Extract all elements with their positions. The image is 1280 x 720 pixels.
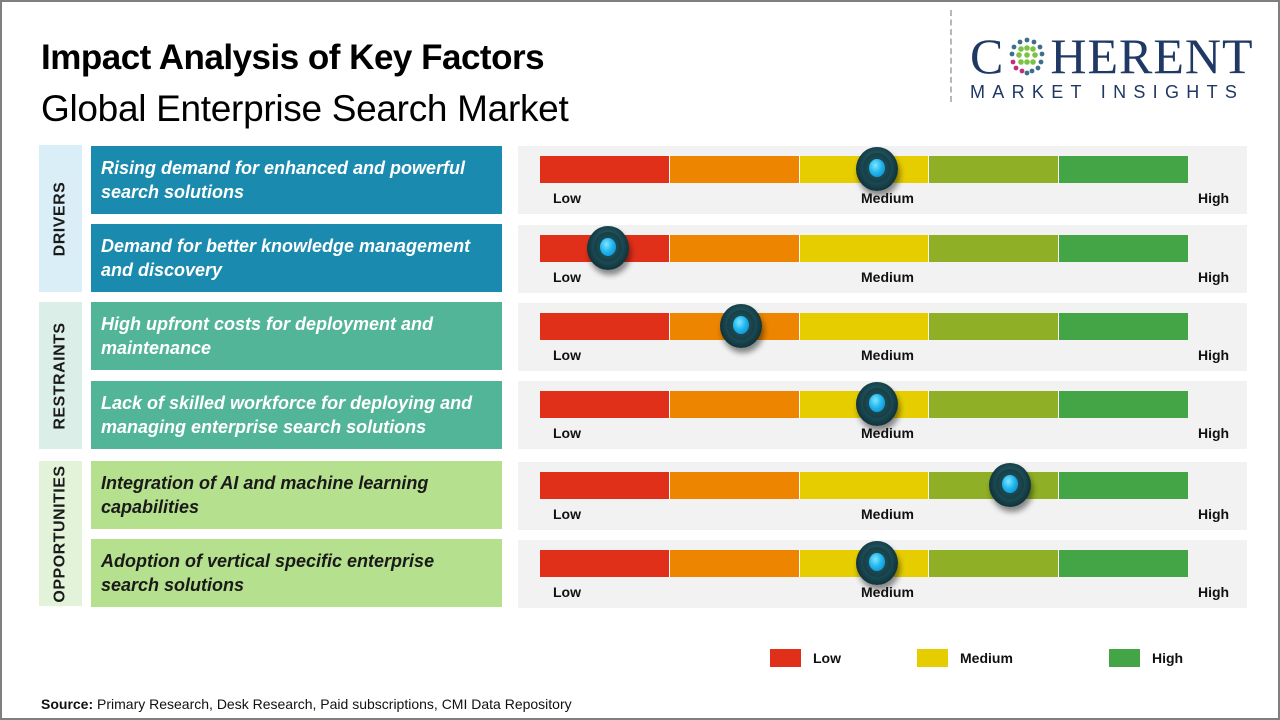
gauge-segment (1059, 550, 1188, 577)
factor-box: High upfront costs for deployment and ma… (91, 302, 502, 370)
gauge-bar (540, 313, 1188, 340)
gauge-label-low: Low (553, 425, 581, 441)
gauge-label-low: Low (553, 347, 581, 363)
gauge-segment (929, 235, 1060, 262)
legend-item-medium: Medium (917, 649, 1013, 667)
gauge-segment (799, 313, 930, 340)
gauge-segment (540, 156, 670, 183)
gauge-label-medium: Medium (861, 584, 914, 600)
logo-letter-c: C (970, 28, 1005, 84)
legend-label: Low (813, 650, 841, 666)
page-title: Impact Analysis of Key Factors (41, 38, 545, 77)
logo-wordmark: C (970, 28, 1265, 84)
legend-item-high: High (1109, 649, 1183, 667)
category-opportunities: OPPORTUNITIES (39, 461, 82, 606)
impact-gauge: Low Medium High (518, 540, 1247, 608)
gauge-bar (540, 235, 1188, 262)
gauge-label-medium: Medium (861, 347, 914, 363)
gauge-segment (929, 550, 1060, 577)
logo-divider (950, 10, 952, 102)
legend-label: Medium (960, 650, 1013, 666)
gauge-segment (669, 391, 800, 418)
gauge-label-high: High (1198, 269, 1230, 285)
gauge-label-medium: Medium (861, 425, 914, 441)
factor-box: Integration of AI and machine learning c… (91, 461, 502, 529)
category-label: OPPORTUNITIES (51, 464, 69, 603)
logo-tagline: MARKET INSIGHTS (970, 82, 1245, 102)
factor-box: Lack of skilled workforce for deploying … (91, 381, 502, 449)
gauge-label-medium: Medium (861, 506, 914, 522)
gauge-segment (669, 156, 800, 183)
gauge-segment (1059, 235, 1188, 262)
legend-label: High (1152, 650, 1184, 666)
gauge-segment (540, 472, 670, 499)
gauge-knob-icon (855, 147, 898, 191)
company-logo: C (970, 28, 1265, 103)
category-label: DRIVERS (51, 181, 69, 256)
gauge-label-high: High (1198, 425, 1230, 441)
gauge-label-low: Low (553, 584, 581, 600)
factor-box: Adoption of vertical specific enterprise… (91, 539, 502, 607)
gauge-segment (929, 313, 1060, 340)
legend-swatch-low (770, 649, 801, 667)
gauge-label-low: Low (553, 190, 581, 206)
legend-item-low: Low (770, 649, 841, 667)
gauge-segment (799, 235, 930, 262)
gauge-segment (669, 472, 800, 499)
gauge-label-low: Low (553, 269, 581, 285)
page-subtitle: Global Enterprise Search Market (41, 88, 569, 129)
category-drivers: DRIVERS (39, 145, 82, 292)
impact-gauge: Low Medium High (518, 225, 1247, 293)
gauge-label-high: High (1198, 347, 1230, 363)
gauge-segment (799, 472, 930, 499)
source-text: Primary Research, Desk Research, Paid su… (93, 696, 572, 712)
gauge-segment (540, 313, 670, 340)
gauge-segment (669, 550, 800, 577)
gauge-knob-icon (988, 463, 1031, 507)
gauge-segment (1059, 156, 1188, 183)
gauge-knob-icon (855, 382, 898, 426)
legend-swatch-medium (917, 649, 948, 667)
gauge-label-high: High (1198, 506, 1230, 522)
factor-box: Demand for better knowledge management a… (91, 224, 502, 292)
gauge-segment (540, 550, 670, 577)
gauge-segment (669, 235, 800, 262)
gauge-segment (929, 391, 1060, 418)
dotted-globe-icon (1006, 35, 1048, 77)
category-label: RESTRAINTS (51, 321, 69, 430)
gauge-bar (540, 472, 1188, 499)
gauge-label-high: High (1198, 584, 1230, 600)
gauge-label-medium: Medium (861, 190, 914, 206)
gauge-segment (1059, 472, 1188, 499)
gauge-segment (1059, 313, 1188, 340)
impact-gauge: Low Medium High (518, 146, 1247, 214)
logo-letters-herent: HERENT (1050, 28, 1254, 84)
gauge-label-low: Low (553, 506, 581, 522)
gauge-segment (540, 391, 670, 418)
source-label: Source: (41, 696, 94, 712)
gauge-bar (540, 391, 1188, 418)
gauge-label-high: High (1198, 190, 1230, 206)
impact-gauge: Low Medium High (518, 462, 1247, 530)
gauge-label-medium: Medium (861, 269, 914, 285)
gauge-bar (540, 156, 1188, 183)
gauge-knob-icon (719, 304, 762, 348)
gauge-segment (1059, 391, 1188, 418)
gauge-knob-icon (587, 226, 630, 270)
factor-box: Rising demand for enhanced and powerful … (91, 146, 502, 214)
category-restraints: RESTRAINTS (39, 302, 82, 449)
legend-swatch-high (1109, 649, 1140, 667)
impact-gauge: Low Medium High (518, 381, 1247, 449)
impact-gauge: Low Medium High (518, 303, 1247, 371)
gauge-knob-icon (855, 541, 898, 585)
source-note: Source: Primary Research, Desk Research,… (41, 696, 572, 712)
gauge-segment (929, 156, 1060, 183)
